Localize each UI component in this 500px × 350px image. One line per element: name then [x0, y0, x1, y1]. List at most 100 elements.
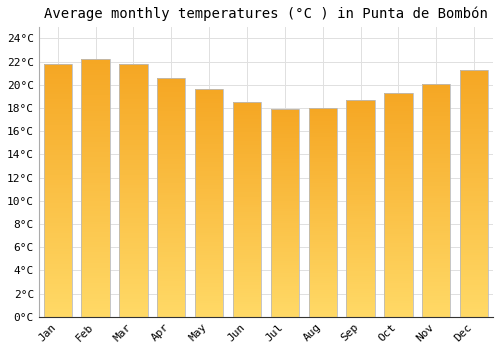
Bar [422, 177, 450, 179]
Bar [270, 136, 299, 138]
Bar [422, 219, 450, 221]
Bar [270, 267, 299, 269]
Bar [346, 289, 375, 291]
Bar [270, 234, 299, 236]
Bar [384, 306, 412, 308]
Bar [384, 164, 412, 167]
Bar [44, 77, 72, 79]
Bar [119, 228, 148, 231]
Bar [308, 212, 337, 215]
Bar [82, 214, 110, 216]
Bar [195, 169, 224, 171]
Bar [119, 188, 148, 190]
Bar [346, 130, 375, 132]
Bar [460, 97, 488, 99]
Bar [270, 116, 299, 118]
Bar [233, 257, 261, 259]
Bar [119, 74, 148, 77]
Bar [346, 224, 375, 226]
Bar [346, 217, 375, 219]
Bar [157, 78, 186, 317]
Bar [44, 183, 72, 185]
Bar [460, 166, 488, 169]
Bar [119, 122, 148, 125]
Bar [270, 113, 299, 116]
Bar [422, 119, 450, 121]
Bar [119, 279, 148, 281]
Bar [422, 282, 450, 284]
Bar [422, 172, 450, 175]
Bar [44, 271, 72, 274]
Bar [157, 243, 186, 245]
Bar [119, 127, 148, 130]
Bar [82, 258, 110, 260]
Bar [460, 218, 488, 220]
Bar [346, 189, 375, 191]
Bar [384, 220, 412, 223]
Bar [460, 225, 488, 228]
Bar [233, 285, 261, 287]
Bar [195, 101, 224, 103]
Bar [119, 107, 148, 110]
Bar [157, 202, 186, 204]
Bar [119, 248, 148, 251]
Bar [233, 224, 261, 227]
Bar [308, 150, 337, 152]
Bar [119, 269, 148, 271]
Bar [384, 279, 412, 281]
Bar [157, 314, 186, 317]
Bar [119, 211, 148, 213]
Bar [82, 147, 110, 149]
Bar [422, 212, 450, 214]
Bar [82, 93, 110, 95]
Bar [195, 256, 224, 258]
Bar [195, 160, 224, 162]
Bar [346, 284, 375, 286]
Bar [82, 237, 110, 239]
Bar [346, 150, 375, 152]
Bar [157, 106, 186, 109]
Bar [346, 180, 375, 182]
Bar [270, 250, 299, 252]
Bar [82, 209, 110, 211]
Bar [119, 158, 148, 160]
Bar [270, 172, 299, 174]
Bar [460, 201, 488, 203]
Bar [44, 238, 72, 241]
Bar [460, 107, 488, 109]
Bar [82, 232, 110, 235]
Bar [82, 160, 110, 162]
Bar [44, 266, 72, 269]
Bar [346, 137, 375, 139]
Bar [157, 267, 186, 269]
Bar [270, 192, 299, 194]
Bar [346, 169, 375, 172]
Bar [44, 84, 72, 87]
Bar [157, 229, 186, 231]
Bar [119, 233, 148, 236]
Bar [460, 141, 488, 144]
Bar [422, 95, 450, 98]
Bar [384, 100, 412, 102]
Bar [384, 283, 412, 286]
Bar [346, 163, 375, 165]
Bar [82, 263, 110, 265]
Bar [460, 196, 488, 198]
Bar [422, 233, 450, 235]
Bar [422, 189, 450, 191]
Bar [119, 97, 148, 99]
Bar [460, 171, 488, 174]
Bar [460, 307, 488, 309]
Bar [422, 245, 450, 247]
Bar [270, 145, 299, 147]
Bar [157, 145, 186, 147]
Bar [82, 222, 110, 224]
Bar [82, 173, 110, 175]
Bar [422, 186, 450, 189]
Bar [384, 191, 412, 194]
Bar [233, 291, 261, 293]
Bar [422, 142, 450, 144]
Bar [44, 155, 72, 158]
Bar [195, 192, 224, 194]
Bar [119, 302, 148, 304]
